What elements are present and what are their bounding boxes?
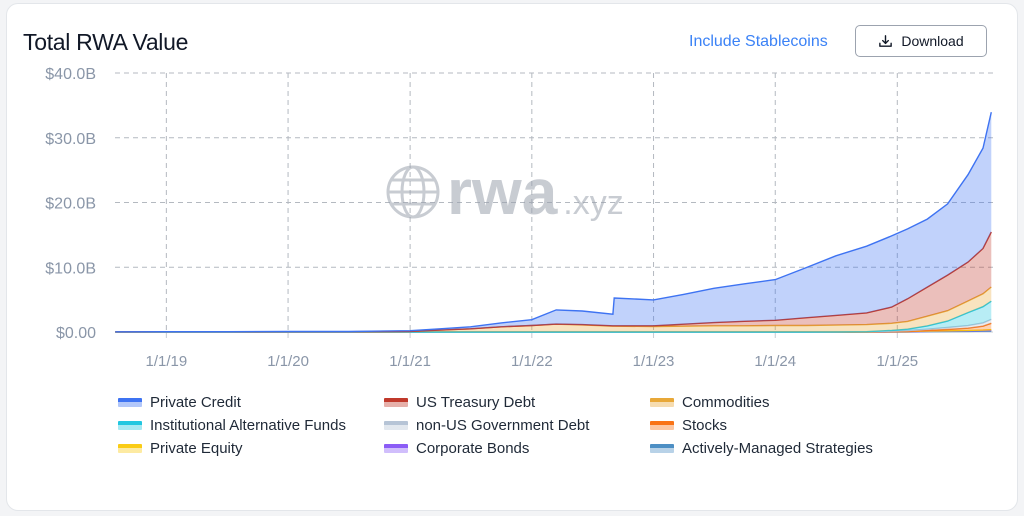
legend-swatch xyxy=(384,398,408,407)
y-tick-label: $40.0B xyxy=(45,66,96,83)
legend-item[interactable]: Actively-Managed Strategies xyxy=(650,439,930,458)
chart-card xyxy=(6,3,1018,511)
legend-swatch xyxy=(118,398,142,407)
y-tick-label: $0.00 xyxy=(56,325,96,342)
line-private-credit xyxy=(115,112,992,333)
watermark: rwa .xyz xyxy=(385,156,624,228)
legend-swatch xyxy=(384,444,408,453)
legend-item[interactable]: Corporate Bonds xyxy=(384,439,650,458)
legend-label: Institutional Alternative Funds xyxy=(150,417,346,434)
globe-icon xyxy=(386,165,440,219)
legend-item[interactable]: US Treasury Debt xyxy=(384,393,650,412)
legend-swatch xyxy=(118,444,142,453)
watermark-tld: .xyz xyxy=(563,184,624,222)
area-commodities xyxy=(115,287,992,332)
legend-swatch xyxy=(384,421,408,430)
legend-label: US Treasury Debt xyxy=(416,394,536,411)
download-button[interactable]: Download xyxy=(855,25,987,57)
legend-label: Commodities xyxy=(682,394,770,411)
legend-item[interactable]: Private Credit xyxy=(118,393,384,412)
legend-item[interactable]: Private Equity xyxy=(118,439,384,458)
legend-item[interactable]: Stocks xyxy=(650,416,930,435)
legend-swatch xyxy=(650,444,674,453)
x-tick-label: 1/1/23 xyxy=(633,353,675,370)
include-stablecoins-link[interactable]: Include Stablecoins xyxy=(689,33,828,50)
chart-legend: Private Credit US Treasury Debt Commoditie… xyxy=(118,393,938,458)
x-tick-label: 1/1/22 xyxy=(511,353,553,370)
watermark-word: rwa xyxy=(447,156,558,228)
legend-label: Private Credit xyxy=(150,394,241,411)
legend-item[interactable]: non-US Government Debt xyxy=(384,416,650,435)
legend-swatch xyxy=(650,398,674,407)
legend-label: Actively-Managed Strategies xyxy=(682,440,873,457)
x-tick-label: 1/1/20 xyxy=(267,353,309,370)
download-label: Download xyxy=(901,33,964,49)
y-tick-label: $30.0B xyxy=(45,131,96,148)
legend-swatch xyxy=(650,421,674,430)
legend-item[interactable]: Commodities xyxy=(650,393,930,412)
legend-label: Corporate Bonds xyxy=(416,440,530,457)
download-icon xyxy=(879,34,893,47)
y-tick-label: $10.0B xyxy=(45,260,96,277)
legend-item[interactable]: Institutional Alternative Funds xyxy=(118,416,384,435)
legend-swatch xyxy=(118,421,142,430)
x-tick-label: 1/1/25 xyxy=(876,353,918,370)
legend-label: Private Equity xyxy=(150,440,243,457)
x-tick-label: 1/1/24 xyxy=(754,353,796,370)
y-tick-label: $20.0B xyxy=(45,196,96,213)
legend-label: non-US Government Debt xyxy=(416,417,590,434)
legend-label: Stocks xyxy=(682,417,728,434)
x-tick-label: 1/1/19 xyxy=(145,353,187,370)
x-tick-label: 1/1/21 xyxy=(389,353,431,370)
chart-title: Total RWA Value xyxy=(23,29,189,55)
